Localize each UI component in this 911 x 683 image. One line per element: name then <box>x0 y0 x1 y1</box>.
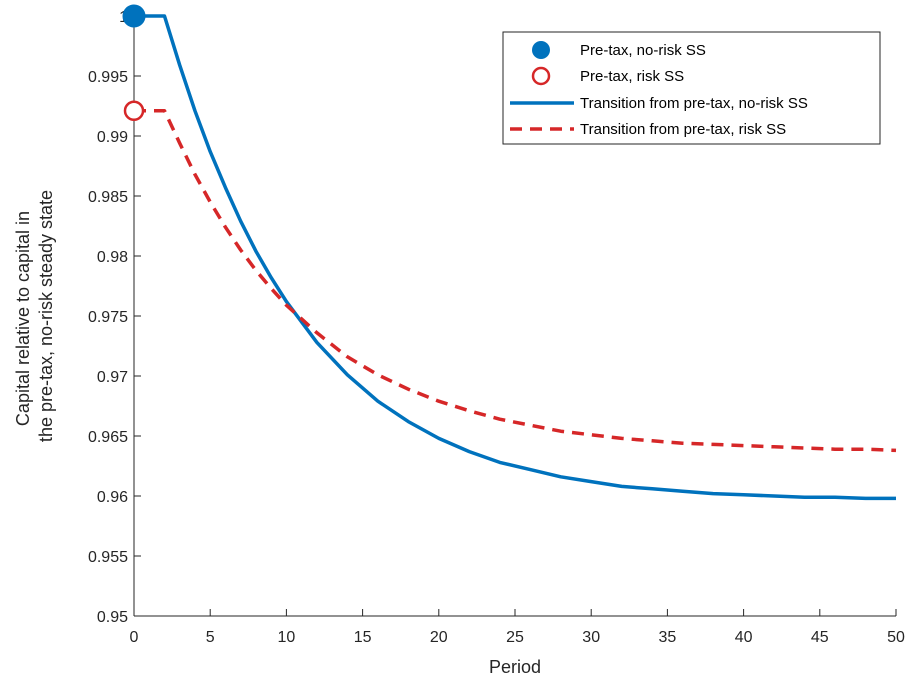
y-tick-label: 0.975 <box>88 309 128 326</box>
legend: Pre-tax, no-risk SS Pre-tax, risk SS Trans… <box>502 31 881 145</box>
no-risk-ss-marker <box>122 4 146 28</box>
transition-risk-line <box>134 109 897 453</box>
y-tick-label: 0.955 <box>88 549 128 566</box>
y-tick-label: 0.99 <box>97 129 128 146</box>
x-tick-label: 50 <box>887 629 905 646</box>
x-tick-label: 10 <box>278 629 296 646</box>
y-tick-label: 0.97 <box>97 369 128 386</box>
x-tick-label: 0 <box>130 629 139 646</box>
series-layer <box>122 4 897 501</box>
y-tick-label: 0.96 <box>97 489 128 506</box>
axes: 0 5 10 15 20 25 30 35 40 45 50 0.95 0.955 0.96 0.965 0.… <box>88 9 905 646</box>
x-tick-label: 40 <box>735 629 753 646</box>
x-axis-title: Period <box>489 657 541 677</box>
y-tick-label: 0.995 <box>88 69 128 86</box>
x-tick-label: 5 <box>206 629 215 646</box>
transition-no-risk-line <box>134 14 896 501</box>
legend-box <box>502 31 881 145</box>
risk-ss-marker <box>123 100 145 122</box>
x-tick-label: 35 <box>659 629 677 646</box>
y-tick-label: 0.985 <box>88 189 128 206</box>
y-tick-label: 0.95 <box>97 609 128 626</box>
y-axis-title-line-1: Capital relative to capital in <box>13 211 33 426</box>
x-tick-label: 20 <box>430 629 448 646</box>
legend-label: Transition from pre-tax, no-risk SS <box>580 95 808 112</box>
legend-symbol-no-risk-ss <box>532 41 550 59</box>
legend-label: Transition from pre-tax, risk SS <box>580 121 786 138</box>
legend-label: Pre-tax, no-risk SS <box>580 42 706 59</box>
y-axis-title-line-2: the pre-tax, no-risk steady state <box>36 190 56 442</box>
x-tick-label: 15 <box>354 629 372 646</box>
legend-symbol-risk-ss <box>531 66 551 86</box>
x-tick-label: 45 <box>811 629 829 646</box>
y-tick-label: 0.965 <box>88 429 128 446</box>
x-tick-label: 25 <box>506 629 524 646</box>
y-axis-title: Capital relative to capital in the pre-t… <box>13 190 56 442</box>
x-tick-label: 30 <box>582 629 600 646</box>
legend-label: Pre-tax, risk SS <box>580 68 684 85</box>
y-tick-label: 0.98 <box>97 249 128 266</box>
